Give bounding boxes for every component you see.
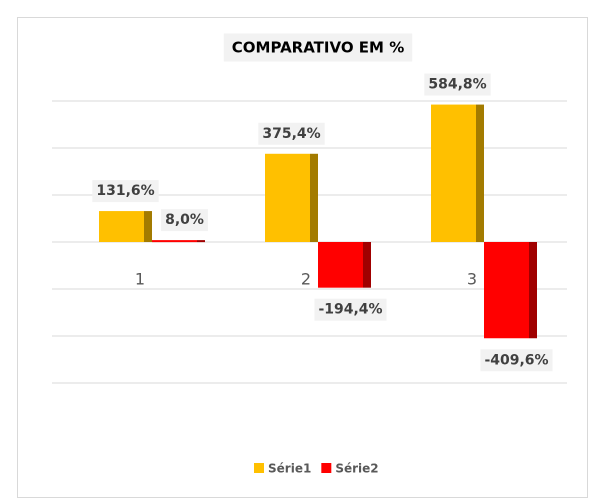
bar <box>99 211 152 242</box>
title-background <box>223 33 413 62</box>
data-label: 584,8% <box>428 77 486 93</box>
legend-swatch <box>321 463 332 473</box>
data-label-background <box>92 180 159 203</box>
bar-side <box>363 242 371 288</box>
data-label: 8,0% <box>165 212 204 228</box>
data-label-background <box>258 122 325 145</box>
bar-side <box>144 211 152 242</box>
chart-title: COMPARATIVO EM % <box>232 39 404 57</box>
bar-side <box>476 104 484 243</box>
data-label-background <box>314 298 387 321</box>
bar <box>484 242 537 339</box>
bar <box>265 153 318 242</box>
bar-front <box>265 153 310 242</box>
data-label-background <box>424 73 491 96</box>
bar <box>318 242 371 288</box>
legend-label: Série2 <box>335 462 378 476</box>
bar-front <box>484 242 529 339</box>
x-tick-label: 1 <box>135 270 145 289</box>
bar-front <box>318 242 363 288</box>
bar <box>431 104 484 243</box>
data-label: -194,4% <box>318 302 382 318</box>
bar-side <box>529 242 537 339</box>
bar-front <box>431 104 476 243</box>
bar-side <box>197 240 205 243</box>
bar-side <box>310 153 318 242</box>
bar <box>152 240 205 243</box>
data-label: -409,6% <box>484 352 548 368</box>
data-label: 375,4% <box>262 126 320 142</box>
data-label: 131,6% <box>96 183 154 199</box>
x-tick-label: 3 <box>467 270 477 289</box>
bar-front <box>152 240 197 243</box>
data-label-background <box>161 209 208 232</box>
x-tick-label: 2 <box>301 270 311 289</box>
legend-label: Série1 <box>268 462 311 476</box>
data-label-background <box>480 349 553 372</box>
legend-swatch <box>254 463 264 473</box>
bar-front <box>99 211 144 242</box>
